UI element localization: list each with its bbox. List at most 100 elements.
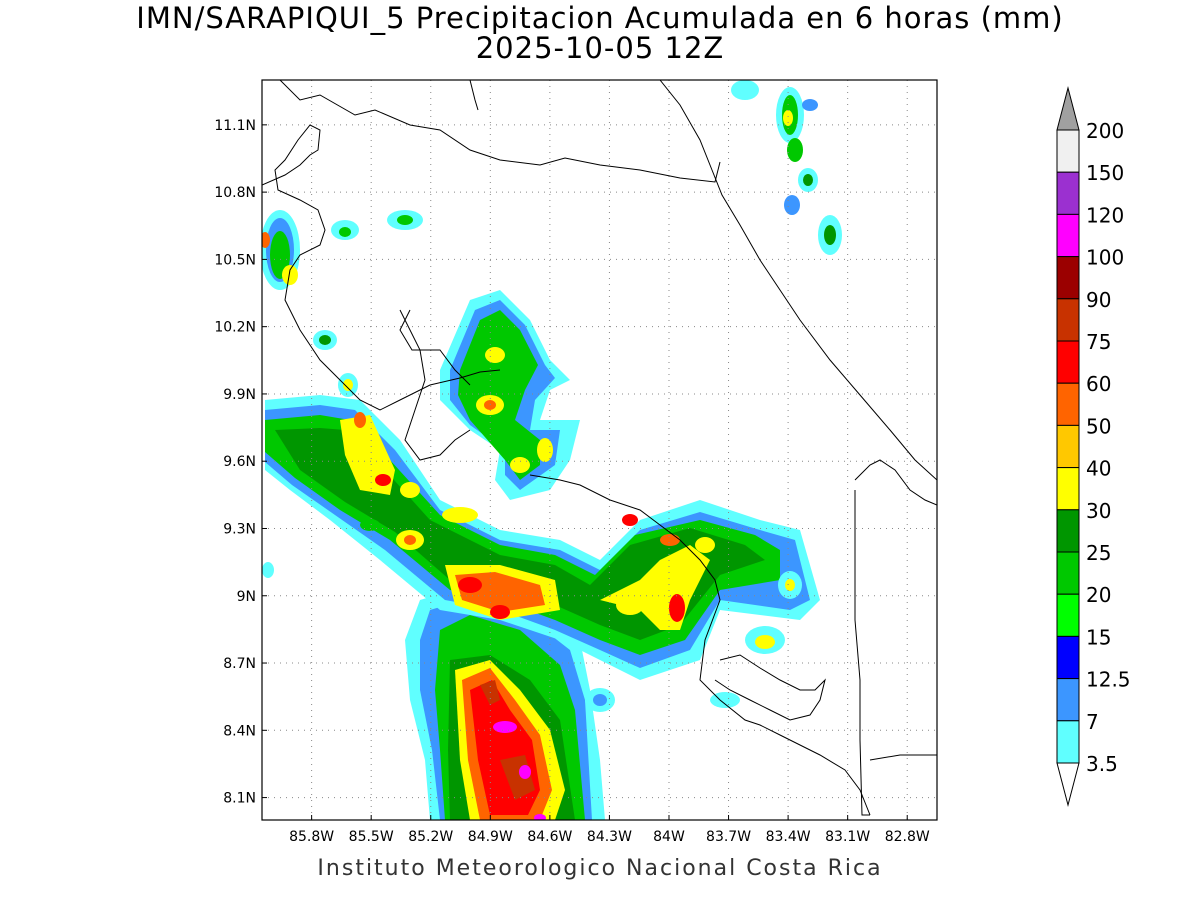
colorbar-label: 30 xyxy=(1086,499,1111,523)
lon-tick-label: 83.1W xyxy=(825,829,870,845)
colorbar-swatch xyxy=(1056,467,1080,511)
precip-cell xyxy=(360,519,380,531)
precip-peak xyxy=(493,721,517,733)
precip-cell xyxy=(710,692,740,708)
colorbar-label: 25 xyxy=(1086,541,1111,565)
precip-cell xyxy=(262,232,270,248)
lon-tick-label: 82.8W xyxy=(885,829,930,845)
precip-cell xyxy=(537,438,553,462)
colorbar-label: 75 xyxy=(1086,330,1111,354)
lon-tick-label: 84.3W xyxy=(587,829,632,845)
plot-frame xyxy=(261,79,938,821)
precip-cell xyxy=(442,507,478,523)
lon-tick-label: 85.5W xyxy=(349,829,394,845)
lake-shore xyxy=(469,80,479,111)
pacific-coast-south xyxy=(529,474,871,816)
map-title: IMN/SARAPIQUI_5 Precipitacion Acumulada … xyxy=(136,1,1064,35)
lat-tick-label: 9.3N xyxy=(223,521,256,537)
colorbar-label: 15 xyxy=(1086,625,1111,649)
precip-core xyxy=(490,605,510,619)
colorbar-swatch xyxy=(1056,424,1080,469)
lon-tick-label: 84.9W xyxy=(468,829,513,845)
lat-tick-label: 11.1N xyxy=(214,118,256,134)
colorbar-swatch xyxy=(1056,171,1080,215)
panama-coast xyxy=(854,490,870,816)
lon-tick-label: 84.6W xyxy=(527,829,572,845)
colorbar-label: 50 xyxy=(1086,414,1111,438)
nicaragua-coast xyxy=(279,80,721,183)
precip-cell xyxy=(731,80,759,100)
precip-core xyxy=(458,577,482,593)
panama-border xyxy=(854,459,937,506)
colorbar-max-arrow xyxy=(1056,86,1080,131)
precip-peak xyxy=(519,765,531,779)
colorbar-swatch xyxy=(1056,635,1080,680)
precip-cell xyxy=(270,231,290,279)
precip-cell xyxy=(593,694,607,706)
precip-cell xyxy=(803,174,813,186)
lat-tick-label: 10.8N xyxy=(214,185,256,201)
precip-core xyxy=(354,412,366,428)
precip-cell xyxy=(755,635,775,649)
precip-cell xyxy=(784,195,800,215)
lon-tick-label: 85.2W xyxy=(408,829,453,845)
precip-cell xyxy=(695,537,715,553)
precip-cell xyxy=(262,562,274,578)
colorbar-swatch xyxy=(1056,593,1080,637)
lat-tick-label: 10.2N xyxy=(214,320,256,336)
colorbar-label: 3.5 xyxy=(1086,752,1118,776)
lon-tick-label: 84W xyxy=(653,829,685,845)
lat-tick-label: 9N xyxy=(237,589,256,605)
precip-cell xyxy=(339,227,351,237)
colorbar-label: 20 xyxy=(1086,583,1111,607)
precip-cell xyxy=(783,110,793,126)
precip-peak xyxy=(534,814,546,820)
colorbar-swatch xyxy=(1056,551,1080,595)
colorbar-swatch xyxy=(1056,129,1080,173)
credit-text: Instituto Meteorologico Nacional Costa R… xyxy=(317,856,883,881)
precip-cell xyxy=(397,215,413,225)
latitude-axis: 11.1N 10.8N 10.5N 10.2N 9.9N 9.6N 9.3N 9N 8.7N 8.… xyxy=(214,118,267,807)
precip-cell xyxy=(404,535,416,545)
colorbar-swatch xyxy=(1056,213,1080,258)
colorbar-swatch xyxy=(1056,382,1080,426)
precip-cell xyxy=(282,265,298,285)
map-subtitle: 2025-10-05 12Z xyxy=(475,31,725,65)
colorbar-min-arrow xyxy=(1056,762,1080,807)
colorbar-swatch xyxy=(1056,720,1080,764)
colorbar-swatch xyxy=(1056,678,1080,722)
precip-cell xyxy=(400,482,420,498)
colorbar-label: 150 xyxy=(1086,161,1124,185)
colorbar-label: 60 xyxy=(1086,372,1111,396)
lat-tick-label: 8.4N xyxy=(223,723,256,739)
colorbar-swatch xyxy=(1056,509,1080,553)
precip-cell xyxy=(785,579,795,591)
pacific-coast-central xyxy=(399,309,471,386)
lat-tick-label: 10.5N xyxy=(214,252,256,268)
precip-core xyxy=(375,474,391,486)
osa-peninsula xyxy=(714,654,826,721)
colorbar-legend: 200 150 120 100 90 75 60 50 40 30 25 20 15 12.5 7 3.5 xyxy=(1056,86,1131,807)
colorbar-swatch xyxy=(1056,256,1080,300)
lat-tick-label: 9.9N xyxy=(223,387,256,403)
precip-cell xyxy=(319,335,331,345)
precipitation-field xyxy=(262,80,842,820)
precip-cell xyxy=(824,225,836,245)
pacific-coast-north xyxy=(262,124,501,411)
precip-core xyxy=(669,594,685,622)
lon-tick-label: 85.8W xyxy=(289,829,334,845)
colorbar-swatch xyxy=(1056,298,1080,342)
caribbean-coast xyxy=(659,80,937,481)
precip-cell xyxy=(616,595,644,615)
colorbar-label: 12.5 xyxy=(1086,668,1131,692)
lat-tick-label: 8.1N xyxy=(223,791,256,807)
lon-tick-label: 83.7W xyxy=(706,829,751,845)
longitude-axis: 85.8W 85.5W 85.2W 84.9W 84.6W 84.3W 84W 83.7W 83… xyxy=(289,815,930,845)
precip-cell xyxy=(802,99,818,111)
lon-tick-label: 83.4W xyxy=(766,829,811,845)
precip-core xyxy=(660,534,680,546)
lat-tick-label: 8.7N xyxy=(223,656,256,672)
colorbar-label: 200 xyxy=(1086,119,1124,143)
colorbar-label: 120 xyxy=(1086,203,1124,227)
precip-cluster-north xyxy=(458,310,540,480)
